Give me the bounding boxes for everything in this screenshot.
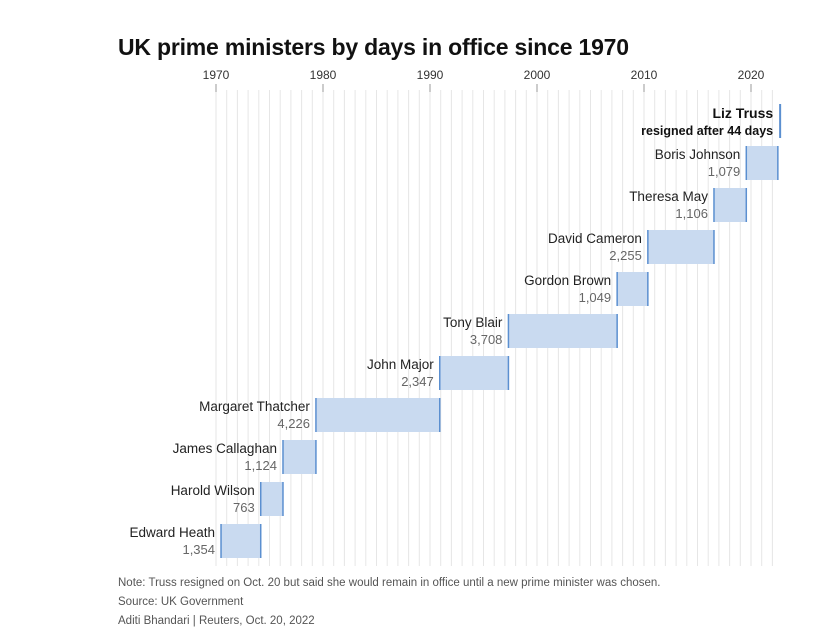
pm-days-label: 2,347: [401, 374, 434, 389]
chart-credit: Aditi Bhandari | Reuters, Oct. 20, 2022: [118, 615, 315, 627]
pm-days-label: 3,708: [470, 332, 503, 347]
x-axis-ticks: 1970 1980 1990 2000 2010 2020: [203, 68, 765, 92]
bar-gordon-brown: [617, 272, 648, 306]
bar-theresa-may: [713, 188, 747, 222]
x-tick-label: 2010: [631, 68, 658, 82]
bars-layer: [220, 104, 782, 558]
chart-title: UK prime ministers by days in office sin…: [118, 34, 629, 60]
x-tick-label: 2020: [738, 68, 765, 82]
pm-name-label: Boris Johnson: [655, 147, 741, 162]
chart-note: Note: Truss resigned on Oct. 20 but said…: [118, 577, 661, 589]
x-tick-label: 1990: [417, 68, 444, 82]
bar-harold-wilson: [260, 482, 283, 516]
pm-days-label: 1,354: [182, 542, 215, 557]
pm-name-label: Margaret Thatcher: [199, 399, 310, 414]
bar-boris-johnson: [746, 146, 778, 180]
pm-name-label: James Callaghan: [173, 441, 277, 456]
x-tick-label: 1970: [203, 68, 230, 82]
pm-name-label: David Cameron: [548, 231, 642, 246]
truss-note-label: resigned after 44 days: [641, 124, 773, 138]
bar-john-major: [439, 356, 509, 390]
pm-days-label: 1,106: [675, 206, 708, 221]
bar-margaret-thatcher: [315, 398, 440, 432]
pm-name-label: Edward Heath: [129, 525, 215, 540]
truss-name-label: Liz Truss: [712, 105, 773, 121]
labels-layer: Edward Heath 1,354 Harold Wilson 763 James C…: [129, 105, 773, 557]
pm-days-label: 2,255: [609, 248, 642, 263]
chart-plot: 1970 1980 1990 2000 2010 2020 Edward Heath 1,3…: [129, 68, 782, 566]
pm-name-label: Gordon Brown: [524, 273, 611, 288]
pm-days-label: 1,124: [244, 458, 277, 473]
bar-david-cameron: [647, 230, 714, 264]
pm-name-label: John Major: [367, 357, 434, 372]
x-tick-label: 1980: [310, 68, 337, 82]
bar-james-callaghan: [282, 440, 316, 474]
chart-source: Source: UK Government: [118, 596, 244, 608]
pm-name-label: Harold Wilson: [171, 483, 255, 498]
pm-days-label: 1,049: [579, 290, 612, 305]
bar-edward-heath: [221, 524, 261, 558]
pm-name-label: Tony Blair: [443, 315, 503, 330]
grid-layer: [215, 90, 773, 566]
pm-days-label: 1,079: [708, 164, 741, 179]
x-tick-label: 2000: [524, 68, 551, 82]
bar-tony-blair: [508, 314, 618, 348]
pm-days-label: 4,226: [277, 416, 310, 431]
pm-days-label: 763: [233, 500, 255, 515]
pm-name-label: Theresa May: [629, 189, 708, 204]
